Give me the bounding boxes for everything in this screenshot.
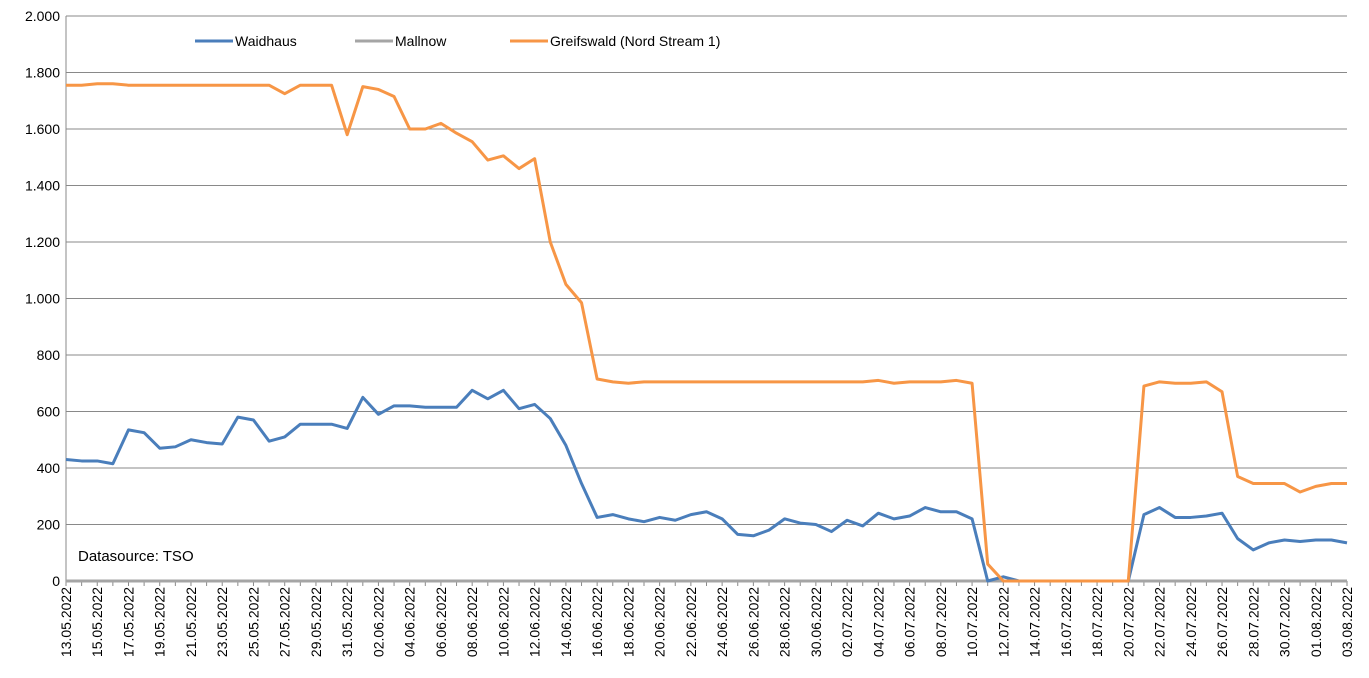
annotation: Datasource: TSO: [78, 548, 194, 565]
x-tick-label: 28.07.2022: [1245, 587, 1261, 657]
y-tick-label: 1.400: [25, 178, 60, 194]
x-tick-label: 14.07.2022: [1027, 587, 1043, 657]
x-tick-label: 06.07.2022: [902, 587, 918, 657]
x-tick-label: 25.05.2022: [245, 587, 261, 657]
y-tick-label: 1.800: [25, 65, 60, 81]
y-tick-label: 1.200: [25, 234, 60, 250]
x-tick-label: 10.06.2022: [495, 587, 511, 657]
x-tick-label: 23.05.2022: [214, 587, 230, 657]
legend-label: Greifswald (Nord Stream 1): [550, 33, 720, 49]
x-tick-label: 26.07.2022: [1214, 587, 1230, 657]
x-tick-label: 14.06.2022: [558, 587, 574, 657]
x-tick-label: 08.07.2022: [933, 587, 949, 657]
x-tick-label: 10.07.2022: [964, 587, 980, 657]
x-tick-label: 03.08.2022: [1339, 587, 1355, 657]
x-tick-label: 24.06.2022: [714, 587, 730, 657]
x-tick-label: 17.05.2022: [120, 587, 136, 657]
x-tick-label: 08.06.2022: [464, 587, 480, 657]
x-tick-label: 15.05.2022: [89, 587, 105, 657]
x-tick-label: 19.05.2022: [152, 587, 168, 657]
x-tick-label: 04.07.2022: [870, 587, 886, 657]
x-tick-label: 02.07.2022: [839, 587, 855, 657]
x-tick-label: 20.06.2022: [652, 587, 668, 657]
x-tick-label: 31.05.2022: [339, 587, 355, 657]
x-tick-label: 22.07.2022: [1152, 587, 1168, 657]
x-tick-label: 21.05.2022: [183, 587, 199, 657]
x-tick-label: 12.06.2022: [527, 587, 543, 657]
line-series: [66, 82, 1347, 583]
x-tick-label: 29.05.2022: [308, 587, 324, 657]
x-tick-label: 04.06.2022: [402, 587, 418, 657]
x-tick-label: 16.06.2022: [589, 587, 605, 657]
y-tick-label: 0: [52, 573, 60, 589]
x-tick-label: 30.06.2022: [808, 587, 824, 657]
x-tick-label: 18.06.2022: [620, 587, 636, 657]
x-tick-label: 22.06.2022: [683, 587, 699, 657]
x-tick-label: 12.07.2022: [995, 587, 1011, 657]
line-series: [65, 388, 1348, 583]
x-tick-label: 27.05.2022: [277, 587, 293, 657]
x-tick-label: 06.06.2022: [433, 587, 449, 657]
x-tick-label: 20.07.2022: [1120, 587, 1136, 657]
y-tick-label: 800: [37, 347, 61, 363]
y-tick-label: 200: [37, 517, 61, 533]
legend-label: Waidhaus: [235, 33, 297, 49]
x-tick-label: 01.08.2022: [1308, 587, 1324, 657]
x-tick-label: 26.06.2022: [745, 587, 761, 657]
y-tick-label: 600: [37, 404, 61, 420]
legend-label: Mallnow: [395, 33, 447, 49]
x-tick-label: 13.05.2022: [58, 587, 74, 657]
y-tick-label: 400: [37, 460, 61, 476]
x-tick-label: 18.07.2022: [1089, 587, 1105, 657]
x-tick-label: 02.06.2022: [370, 587, 386, 657]
x-tick-label: 24.07.2022: [1183, 587, 1199, 657]
y-tick-label: 2.000: [25, 8, 60, 24]
x-tick-label: 30.07.2022: [1277, 587, 1293, 657]
x-tick-label: 28.06.2022: [777, 587, 793, 657]
y-tick-label: 1.600: [25, 121, 60, 137]
x-tick-label: 16.07.2022: [1058, 587, 1074, 657]
y-tick-label: 1.000: [25, 291, 60, 307]
